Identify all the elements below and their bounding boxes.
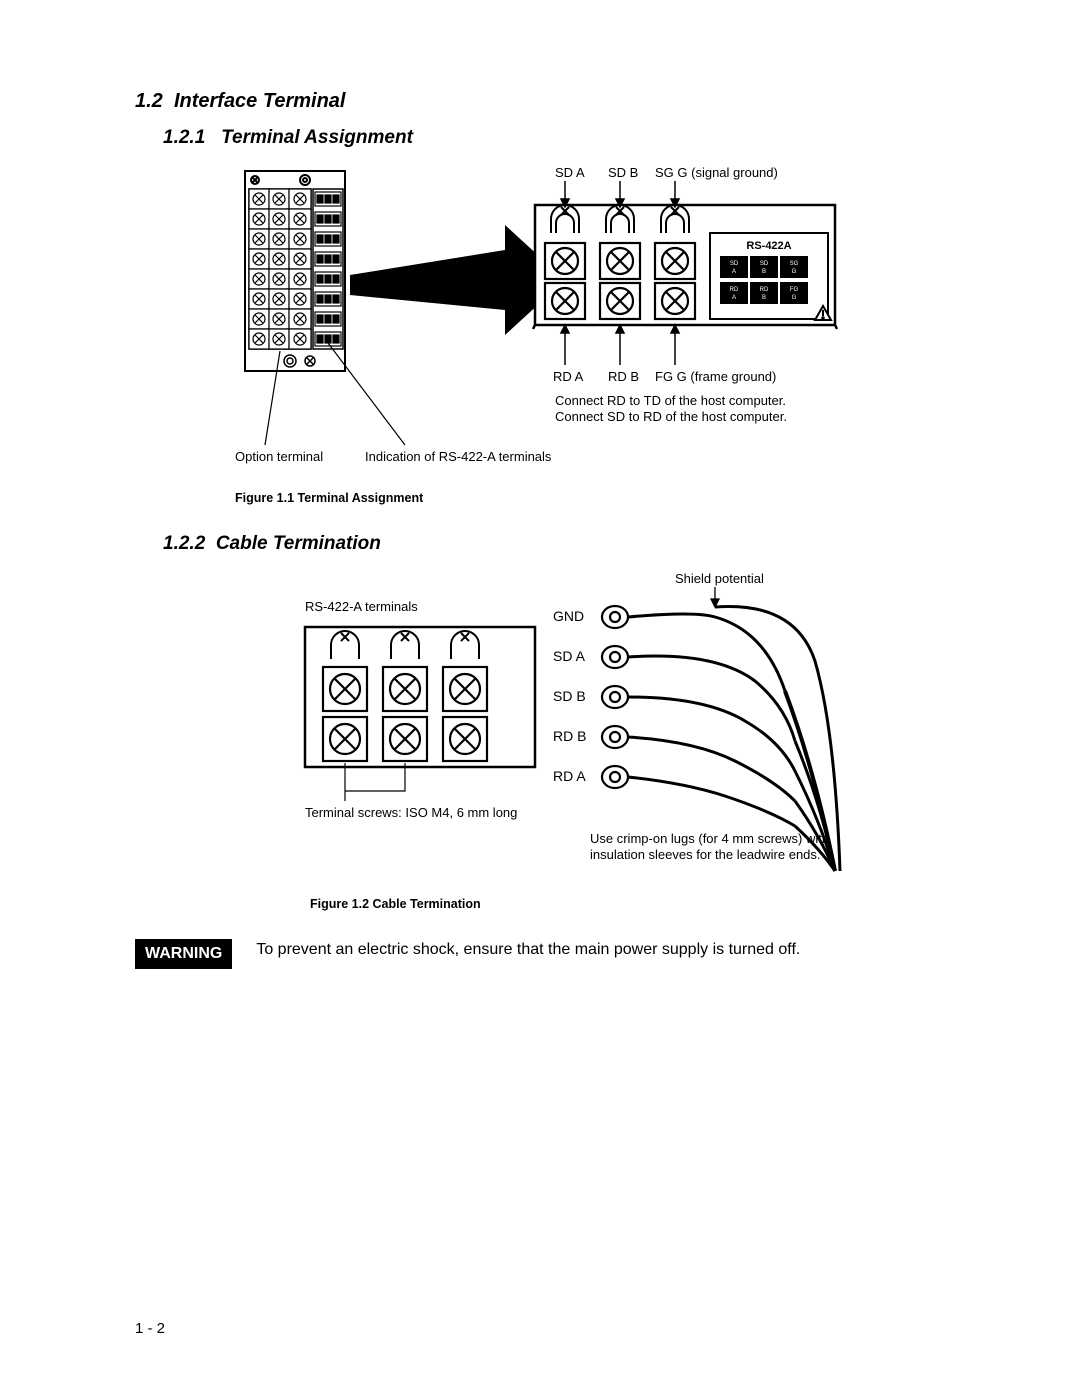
section-number: 1.2: [135, 90, 163, 112]
svg-text:Connect RD to TD of the host c: Connect RD to TD of the host computer.: [555, 393, 786, 408]
svg-text:SG: SG: [790, 261, 799, 267]
svg-text:G: G: [792, 295, 797, 301]
svg-text:SD B: SD B: [553, 688, 586, 704]
svg-text:GND: GND: [553, 608, 584, 624]
svg-text:SD B: SD B: [608, 165, 638, 180]
svg-text:FG G (frame ground): FG G (frame ground): [655, 369, 776, 384]
warning-block: WARNING To prevent an electric shock, en…: [135, 939, 960, 969]
subsection1-title: Terminal Assignment: [221, 127, 413, 148]
subsection1-number: 1.2.1: [163, 127, 205, 148]
svg-text:Option terminal: Option terminal: [235, 449, 323, 464]
figure12-caption: Figure 1.2 Cable Termination: [310, 897, 960, 911]
svg-text:RD A: RD A: [553, 768, 586, 784]
svg-text:B: B: [762, 295, 766, 301]
svg-text:SD A: SD A: [553, 648, 586, 664]
svg-text:SD: SD: [730, 261, 739, 267]
svg-text:RD B: RD B: [553, 728, 586, 744]
svg-text:RS-422-A terminals: RS-422-A terminals: [305, 599, 418, 614]
figure-cable-termination: Shield potential RS-422-A terminals: [295, 571, 960, 881]
svg-text:SD: SD: [760, 261, 769, 267]
svg-text:RD: RD: [730, 287, 739, 293]
figure-terminal-assignment: RS-422A SD A SD B SG G RD A RD B FG G: [235, 165, 960, 475]
page-number: 1 - 2: [135, 1320, 165, 1337]
svg-text:SG G (signal ground): SG G (signal ground): [655, 165, 778, 180]
section-title: Interface Terminal: [174, 90, 346, 112]
svg-text:G: G: [792, 269, 797, 275]
svg-text:Use crimp-on lugs (for 4 mm sc: Use crimp-on lugs (for 4 mm screws) with: [590, 831, 829, 846]
svg-text:SD A: SD A: [555, 165, 585, 180]
svg-text:A: A: [732, 269, 736, 275]
figure11-caption: Figure 1.1 Terminal Assignment: [235, 491, 960, 505]
svg-text:B: B: [762, 269, 766, 275]
svg-text:insulation sleeves for the lea: insulation sleeves for the leadwire ends…: [590, 847, 821, 862]
svg-text:RD: RD: [760, 287, 769, 293]
svg-text:Shield potential: Shield potential: [675, 571, 764, 586]
svg-text:RD A: RD A: [553, 369, 584, 384]
svg-text:Terminal screws: ISO M4, 6 mm: Terminal screws: ISO M4, 6 mm long: [305, 805, 517, 820]
svg-text:FG: FG: [790, 287, 799, 293]
warning-label: WARNING: [135, 939, 232, 969]
subsection2-title: Cable Termination: [216, 533, 381, 554]
svg-text:A: A: [732, 295, 736, 301]
svg-text:RS-422A: RS-422A: [746, 240, 791, 252]
warning-text: To prevent an electric shock, ensure tha…: [256, 939, 800, 959]
svg-text:RD B: RD B: [608, 369, 639, 384]
subsection2-number: 1.2.2: [163, 533, 205, 554]
svg-text:Connect SD to RD of the host c: Connect SD to RD of the host computer.: [555, 409, 787, 424]
svg-text:Indication of RS-422-A termina: Indication of RS-422-A terminals: [365, 449, 552, 464]
